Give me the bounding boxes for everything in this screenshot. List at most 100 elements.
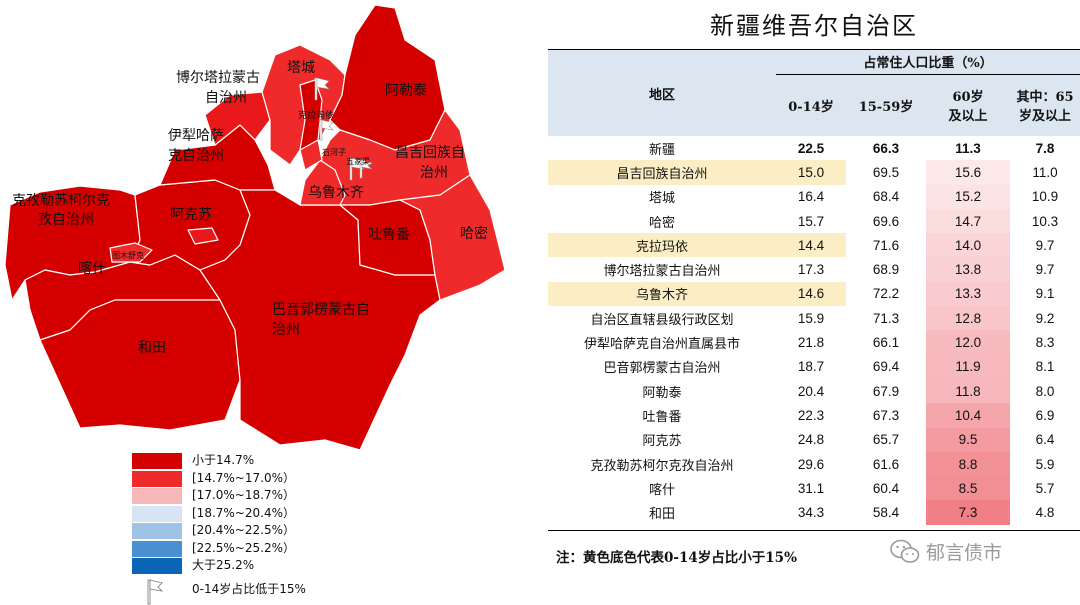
- cell-65-plus: 8.1: [1035, 359, 1055, 375]
- legend-item: 小于14.7%: [132, 452, 392, 470]
- cell-0-14: 22.3: [797, 407, 825, 423]
- cell-region: 和田: [648, 507, 675, 523]
- region-alaer: [187, 227, 219, 245]
- table-row: 巴音郭楞蒙古自治州 18.7 69.4 11.9 8.1: [548, 354, 1080, 379]
- cell-region: 克孜勒苏柯尔克孜自治州: [590, 458, 734, 474]
- cell-region: 吐鲁番: [642, 409, 682, 425]
- cell-15-59: 69.4: [872, 359, 900, 375]
- cell-60-plus: 15.2: [926, 184, 1010, 209]
- legend-flag-label: 0-14岁占比低于15%: [192, 581, 306, 596]
- cell-65-plus: 8.3: [1035, 335, 1055, 351]
- cell-15-59: 69.5: [872, 164, 900, 180]
- cell-0-14: 15.0: [776, 160, 846, 185]
- watermark-text: 郁言债市: [926, 542, 1003, 564]
- flag-icon: [319, 119, 334, 141]
- map-label-shihezi: 石河子: [322, 147, 346, 157]
- table-body: 新疆 22.5 66.3 11.3 7.8 昌吉回族自治州 15.0 69.5 15.6 11.0…: [548, 136, 1080, 525]
- legend-item: [14.7%~17.0%）: [132, 470, 392, 488]
- cell-15-59: 60.4: [872, 480, 900, 496]
- cell-15-59: 71.6: [872, 237, 900, 253]
- cell-65-plus: 9.2: [1035, 310, 1055, 326]
- cell-65-plus: 4.8: [1035, 505, 1055, 521]
- wechat-icon: [890, 539, 920, 563]
- map-label-akesu: 阿克苏: [170, 207, 212, 223]
- cell-region: 伊犁哈萨克自治州直属县市: [583, 337, 740, 353]
- footnote: 注：黄色底色代表0-14岁占比小于15%: [556, 550, 797, 566]
- cell-60-plus: 9.5: [926, 427, 1010, 452]
- cell-65-plus: 6.4: [1035, 432, 1055, 448]
- cell-region: 昌吉回族自治州: [548, 160, 776, 185]
- cell-0-14: 21.8: [797, 335, 825, 351]
- region-tumushuke: [109, 242, 153, 263]
- table-row: 吐鲁番 22.3 67.3 10.4 6.9: [548, 403, 1080, 428]
- cell-region: 阿克苏: [642, 434, 682, 450]
- col-65-line1: 其中：65: [1016, 90, 1074, 106]
- group-header: 占常住人口比重（%）: [776, 50, 1080, 74]
- cell-region: 哈密: [648, 215, 675, 231]
- cell-60-plus: 8.5: [926, 476, 1010, 501]
- col-60-header: 60岁 及以上: [926, 74, 1010, 136]
- col-0-14-header: 0-14岁: [776, 74, 846, 136]
- cell-60-plus: 11.3: [955, 140, 981, 156]
- cell-60-plus: 13.3: [926, 281, 1010, 307]
- cell-region: 喀什: [648, 482, 675, 498]
- legend-label: 小于14.7%: [192, 453, 255, 467]
- cell-15-59: 68.9: [872, 262, 900, 278]
- cell-60-plus: 10.4: [926, 403, 1010, 428]
- cell-0-14: 18.7: [797, 359, 825, 375]
- cell-15-59: 65.7: [872, 432, 900, 448]
- col-region-header: 地区: [548, 50, 776, 136]
- legend-item: 大于25.2%: [132, 557, 392, 575]
- cell-65-plus: 10.3: [1031, 213, 1059, 229]
- cell-0-14: 15.7: [797, 213, 825, 229]
- cell-15-59: 72.2: [872, 286, 900, 302]
- flag-markers: [314, 77, 373, 181]
- table-row: 乌鲁木齐 14.6 72.2 13.3 9.1: [548, 281, 1080, 307]
- col-65-header: 其中：65 岁及以上: [1010, 74, 1080, 136]
- cell-0-14: 17.3: [797, 262, 825, 278]
- map-label-boertala-2: 自治州: [205, 90, 247, 106]
- legend-label: 大于25.2%: [192, 558, 255, 572]
- cell-15-59: 61.6: [872, 456, 900, 472]
- cell-region: 博尔塔拉蒙古自治州: [603, 264, 721, 280]
- table-row: 哈密 15.7 69.6 14.7 10.3: [548, 208, 1080, 234]
- cell-region: 乌鲁木齐: [548, 281, 776, 307]
- table-row: 塔城 16.4 68.4 15.2 10.9: [548, 184, 1080, 209]
- table-row: 阿克苏 24.8 65.7 9.5 6.4: [548, 427, 1080, 452]
- legend-label: [18.7%~20.4%）: [192, 505, 295, 520]
- cell-60-plus: 11.9: [926, 354, 1010, 379]
- legend-swatch: [132, 488, 182, 504]
- table-row: 新疆 22.5 66.3 11.3 7.8: [548, 136, 1080, 160]
- cell-0-14: 34.3: [797, 505, 825, 521]
- cell-65-plus: 10.9: [1031, 189, 1059, 205]
- map-label-kelamayi: 克拉玛依: [298, 109, 334, 121]
- cell-0-14: 24.8: [797, 432, 825, 448]
- cell-region: 巴音郭楞蒙古自治州: [603, 361, 721, 377]
- cell-region: 克拉玛依: [548, 233, 776, 258]
- table-row: 自治区直辖县级行政区划 15.9 71.3 12.8 9.2: [548, 306, 1080, 331]
- legend-label: [17.0%~18.7%）: [192, 488, 295, 502]
- cell-65-plus: 5.7: [1035, 480, 1055, 496]
- col-60-line2: 及以上: [948, 109, 988, 125]
- map-label-tumushuke: 图木舒克: [112, 250, 144, 260]
- table-row: 昌吉回族自治州 15.0 69.5 15.6 11.0: [548, 160, 1080, 185]
- table-row: 博尔塔拉蒙古自治州 17.3 68.9 13.8 9.7: [548, 257, 1080, 282]
- table-row: 克拉玛依 14.4 71.6 14.0 9.7: [548, 233, 1080, 258]
- cell-65-plus: 7.8: [1035, 140, 1055, 156]
- cell-65-plus: 9.7: [1035, 237, 1055, 253]
- region-hami: [399, 174, 506, 301]
- cell-60-plus: 12.8: [926, 306, 1010, 331]
- cell-60-plus: 12.0: [926, 330, 1010, 355]
- legend-swatch: [132, 505, 182, 522]
- region-yili: [159, 124, 276, 191]
- cell-0-14: 15.9: [797, 310, 825, 326]
- cell-region: 阿勒泰: [642, 385, 682, 401]
- legend-swatch: [132, 453, 182, 469]
- cell-0-14: 31.1: [797, 480, 825, 496]
- table-row: 克孜勒苏柯尔克孜自治州 29.6 61.6 8.8 5.9: [548, 451, 1080, 477]
- cell-0-14: 14.4: [776, 233, 846, 258]
- legend-label: [22.5%~25.2%）: [192, 540, 295, 555]
- cell-65-plus: 11.0: [1032, 164, 1058, 180]
- legend-label: [20.4%~22.5%）: [192, 523, 295, 537]
- cell-60-plus: 15.6: [926, 160, 1010, 185]
